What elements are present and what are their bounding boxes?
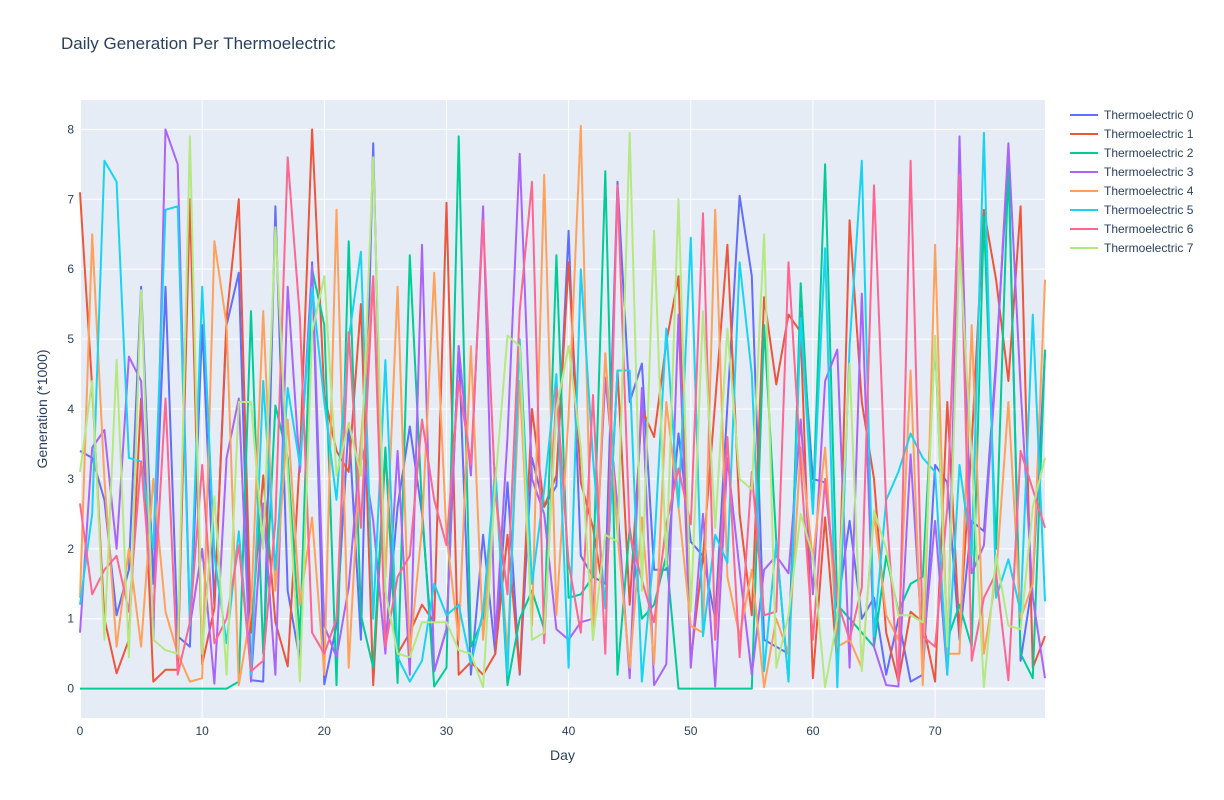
y-tick-label: 2: [67, 542, 74, 556]
legend-label: Thermoelectric 5: [1104, 203, 1194, 217]
series-line-3: [79, 128, 1046, 688]
legend-item-1[interactable]: Thermoelectric 1: [1070, 127, 1194, 141]
legend-item-6[interactable]: Thermoelectric 6: [1070, 222, 1194, 236]
series-line-1: [79, 128, 1046, 687]
x-tick-label: 70: [928, 724, 942, 738]
axes: 0 1 2 3 4 5 6 7 8 0 10 20 30 40 50 60 70: [67, 122, 942, 738]
x-tick-label: 50: [684, 724, 698, 738]
legend-label: Thermoelectric 0: [1104, 108, 1194, 122]
series-lines: [79, 124, 1046, 690]
y-tick-label: 6: [67, 262, 74, 276]
series-line-6: [79, 156, 1046, 683]
series-line-7: [79, 131, 1046, 689]
legend-label: Thermoelectric 3: [1104, 165, 1194, 179]
legend-label: Thermoelectric 7: [1104, 241, 1194, 255]
legend-label: Thermoelectric 4: [1104, 184, 1194, 198]
y-tick-label: 8: [67, 122, 74, 136]
legend-item-3[interactable]: Thermoelectric 3: [1070, 165, 1194, 179]
legend-item-2[interactable]: Thermoelectric 2: [1070, 146, 1194, 160]
x-tick-label: 40: [562, 724, 576, 738]
x-tick-label: 20: [318, 724, 332, 738]
series-line-5: [79, 131, 1046, 689]
x-tick-label: 30: [440, 724, 454, 738]
y-tick-label: 7: [67, 192, 74, 206]
y-tick-label: 0: [67, 682, 74, 696]
y-axis-title: Generation (*1000): [34, 349, 50, 468]
legend-label: Thermoelectric 6: [1104, 222, 1194, 236]
legend: Thermoelectric 0 Thermoelectric 1 Thermoel…: [1070, 108, 1194, 255]
legend-item-5[interactable]: Thermoelectric 5: [1070, 203, 1194, 217]
legend-item-4[interactable]: Thermoelectric 4: [1070, 184, 1194, 198]
legend-item-0[interactable]: Thermoelectric 0: [1070, 108, 1194, 122]
x-tick-label: 10: [195, 724, 209, 738]
legend-item-7[interactable]: Thermoelectric 7: [1070, 241, 1194, 255]
chart-title: Daily Generation Per Thermoelectric: [61, 34, 336, 53]
y-tick-label: 4: [67, 402, 74, 416]
legend-label: Thermoelectric 1: [1104, 127, 1194, 141]
y-tick-label: 5: [67, 332, 74, 346]
legend-label: Thermoelectric 2: [1104, 146, 1194, 160]
x-tick-label: 0: [77, 724, 84, 738]
y-tick-label: 3: [67, 472, 74, 486]
x-tick-label: 60: [806, 724, 820, 738]
x-axis-title: Day: [550, 747, 575, 763]
series-line-2: [80, 135, 1046, 690]
y-tick-label: 1: [67, 612, 74, 626]
